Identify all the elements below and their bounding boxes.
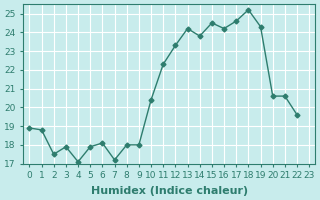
X-axis label: Humidex (Indice chaleur): Humidex (Indice chaleur) — [91, 186, 248, 196]
